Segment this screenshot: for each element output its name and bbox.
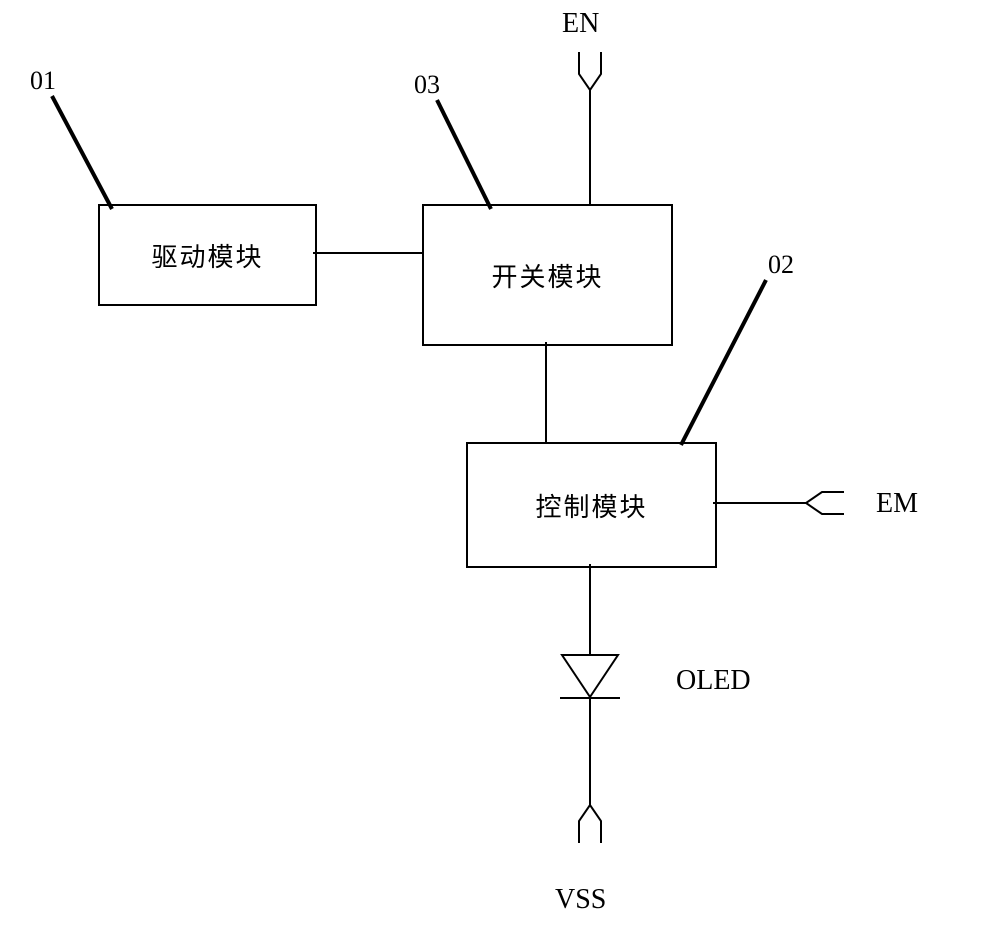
control-module-label: 控制模块 <box>535 487 647 524</box>
em-signal-label: EM <box>876 488 918 520</box>
switch-module-label: 开关模块 <box>491 257 603 294</box>
vss-signal-label: VSS <box>555 884 606 916</box>
drive-module-label: 驱动模块 <box>151 237 263 274</box>
callout-01: 01 <box>30 66 56 96</box>
leader-02 <box>681 280 766 445</box>
en-pin-icon <box>579 52 601 90</box>
callout-02: 02 <box>768 250 794 280</box>
en-signal-label: EN <box>562 8 599 40</box>
vss-pin-icon <box>579 805 601 843</box>
circuit-diagram: 驱动模块 开关模块 控制模块 EN EM VSS OLED 01 03 02 <box>0 0 1000 950</box>
callout-03: 03 <box>414 70 440 100</box>
drive-module-box: 驱动模块 <box>98 204 317 306</box>
control-module-box: 控制模块 <box>466 442 717 568</box>
switch-module-box: 开关模块 <box>422 204 673 346</box>
em-pin-icon <box>806 492 844 514</box>
oled-label: OLED <box>676 665 751 697</box>
leader-03 <box>437 100 491 209</box>
leader-01 <box>52 96 112 209</box>
oled-diode-icon <box>560 655 620 718</box>
